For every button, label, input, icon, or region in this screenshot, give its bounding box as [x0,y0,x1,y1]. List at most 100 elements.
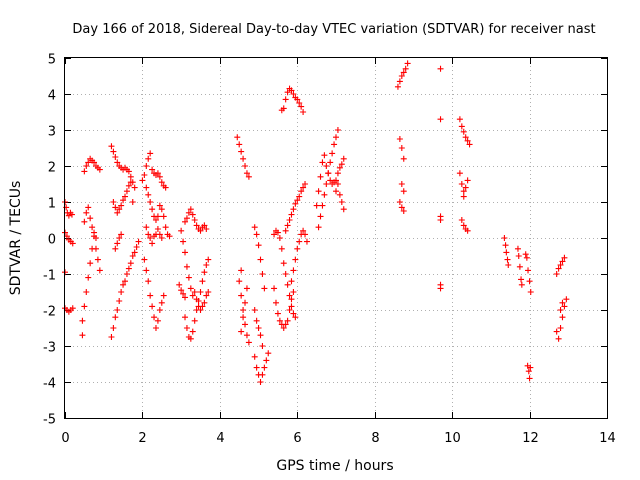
series-sat-i [108,238,142,340]
x-tick-label: 6 [293,431,301,446]
data-point [460,128,467,135]
data-point [234,134,241,141]
data-point [462,134,469,141]
data-point [203,292,210,299]
data-point [69,240,76,247]
series-sat-f [81,155,103,175]
data-point [83,289,90,295]
data-point [319,202,326,209]
data-point [110,148,117,155]
series-sat-j [112,231,125,252]
data-point [518,281,525,288]
grid [65,58,607,418]
series-sat-z [282,181,309,234]
data-point [464,137,471,144]
data-point [92,235,99,241]
data-point [123,271,130,277]
data-point [276,317,283,324]
data-point [158,206,165,213]
data-point [151,314,158,321]
data-point [263,357,270,364]
data-point [236,141,243,148]
data-point [176,281,183,288]
data-point [284,222,291,229]
data-point [456,116,463,123]
data-point [288,87,295,94]
data-point [522,251,529,258]
data-point [166,233,173,240]
data-point [201,299,208,306]
series-sat-aj [458,217,471,234]
data-point [284,89,291,96]
data-point [79,317,86,324]
data-point [527,364,534,371]
series-sat-x [271,285,297,331]
series-sat-al [514,245,525,288]
data-point [143,184,150,191]
data-point [149,206,156,213]
data-point [83,209,90,216]
data-point [296,100,303,106]
data-point [555,265,562,272]
data-point [152,325,159,331]
data-point [129,253,136,259]
data-point [193,307,200,313]
data-point [286,292,293,299]
axis-ticks [65,58,608,419]
data-point [265,350,272,357]
data-point [323,181,330,187]
data-point [189,328,196,335]
data-point [300,184,307,191]
data-point [108,143,115,150]
series-sat-ae [394,60,411,90]
data-point [559,299,566,306]
data-point [317,173,324,180]
data-point [504,256,511,263]
data-point [65,212,72,219]
data-point [122,278,129,285]
data-point [147,235,154,241]
data-point [236,278,243,285]
data-point [201,269,208,276]
data-point [116,235,123,241]
data-point [79,332,86,339]
data-point [296,193,303,200]
data-point [191,289,198,295]
data-point [514,245,521,252]
data-point [288,303,295,310]
data-point [89,224,96,231]
x-tick-label: 0 [61,431,69,446]
data-point [92,245,99,252]
data-point [112,154,119,160]
data-point [404,60,411,67]
data-point [91,159,98,166]
data-point [251,307,258,313]
y-tick-label: -3 [43,341,56,356]
data-point [145,231,152,238]
data-point [149,166,156,173]
data-point [557,307,564,313]
data-point [189,211,196,218]
y-tick-label: 5 [48,53,56,68]
x-tick-label: 14 [599,431,616,446]
data-point [394,83,401,90]
y-axis-label: SDTVAR / TECUs [8,181,24,296]
data-point [437,65,444,72]
data-point [251,353,258,360]
data-point [238,267,245,274]
data-point [334,170,341,177]
data-point [298,103,305,110]
series-sat-v [251,350,272,385]
data-point [338,199,345,205]
data-point [160,292,167,299]
data-point [141,256,148,263]
data-point [182,249,189,256]
data-point [127,260,134,267]
data-point [187,206,194,213]
data-point [329,150,336,157]
data-point [85,274,92,281]
data-point [553,328,560,335]
data-point [557,325,564,331]
data-point [280,260,287,267]
data-point [238,328,245,335]
